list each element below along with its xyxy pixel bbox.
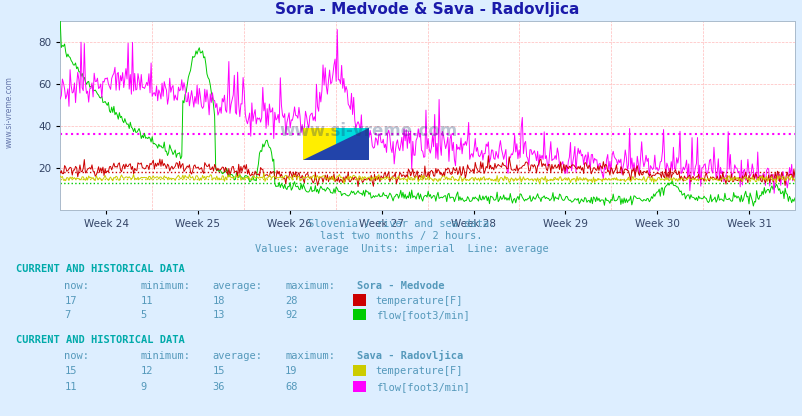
Text: last two months / 2 hours.: last two months / 2 hours. xyxy=(320,231,482,241)
Text: 15: 15 xyxy=(213,366,225,376)
Text: maximum:: maximum: xyxy=(285,351,334,361)
Text: now:: now: xyxy=(64,281,89,291)
Bar xyxy=(303,128,336,160)
Text: 9: 9 xyxy=(140,382,147,392)
Text: 36: 36 xyxy=(213,382,225,392)
Text: 13: 13 xyxy=(213,310,225,320)
Text: average:: average: xyxy=(213,351,262,361)
Text: 11: 11 xyxy=(64,382,77,392)
Text: 15: 15 xyxy=(64,366,77,376)
Text: 68: 68 xyxy=(285,382,298,392)
Text: 12: 12 xyxy=(140,366,153,376)
Text: 17: 17 xyxy=(64,296,77,306)
Text: Sava - Radovljica: Sava - Radovljica xyxy=(357,349,463,361)
Text: CURRENT AND HISTORICAL DATA: CURRENT AND HISTORICAL DATA xyxy=(16,265,184,275)
Text: www.si-vreme.com: www.si-vreme.com xyxy=(5,77,14,148)
Polygon shape xyxy=(303,128,369,160)
Text: CURRENT AND HISTORICAL DATA: CURRENT AND HISTORICAL DATA xyxy=(16,335,184,345)
Text: 7: 7 xyxy=(64,310,71,320)
Text: www.si-vreme.com: www.si-vreme.com xyxy=(279,121,457,140)
Text: 11: 11 xyxy=(140,296,153,306)
Text: minimum:: minimum: xyxy=(140,351,190,361)
Text: 19: 19 xyxy=(285,366,298,376)
Text: Slovenia / river and sea data.: Slovenia / river and sea data. xyxy=(307,219,495,229)
Bar xyxy=(336,128,369,160)
Text: minimum:: minimum: xyxy=(140,281,190,291)
Text: 92: 92 xyxy=(285,310,298,320)
Text: temperature[F]: temperature[F] xyxy=(375,366,463,376)
Text: flow[foot3/min]: flow[foot3/min] xyxy=(375,382,469,392)
Text: maximum:: maximum: xyxy=(285,281,334,291)
Title: Sora - Medvode & Sava - Radovljica: Sora - Medvode & Sava - Radovljica xyxy=(275,2,579,17)
Text: 5: 5 xyxy=(140,310,147,320)
Text: 18: 18 xyxy=(213,296,225,306)
Text: Sora - Medvode: Sora - Medvode xyxy=(357,281,444,291)
Text: average:: average: xyxy=(213,281,262,291)
Text: Values: average  Units: imperial  Line: average: Values: average Units: imperial Line: av… xyxy=(254,244,548,254)
Text: 28: 28 xyxy=(285,296,298,306)
Text: flow[foot3/min]: flow[foot3/min] xyxy=(375,310,469,320)
Text: now:: now: xyxy=(64,351,89,361)
Text: temperature[F]: temperature[F] xyxy=(375,296,463,306)
